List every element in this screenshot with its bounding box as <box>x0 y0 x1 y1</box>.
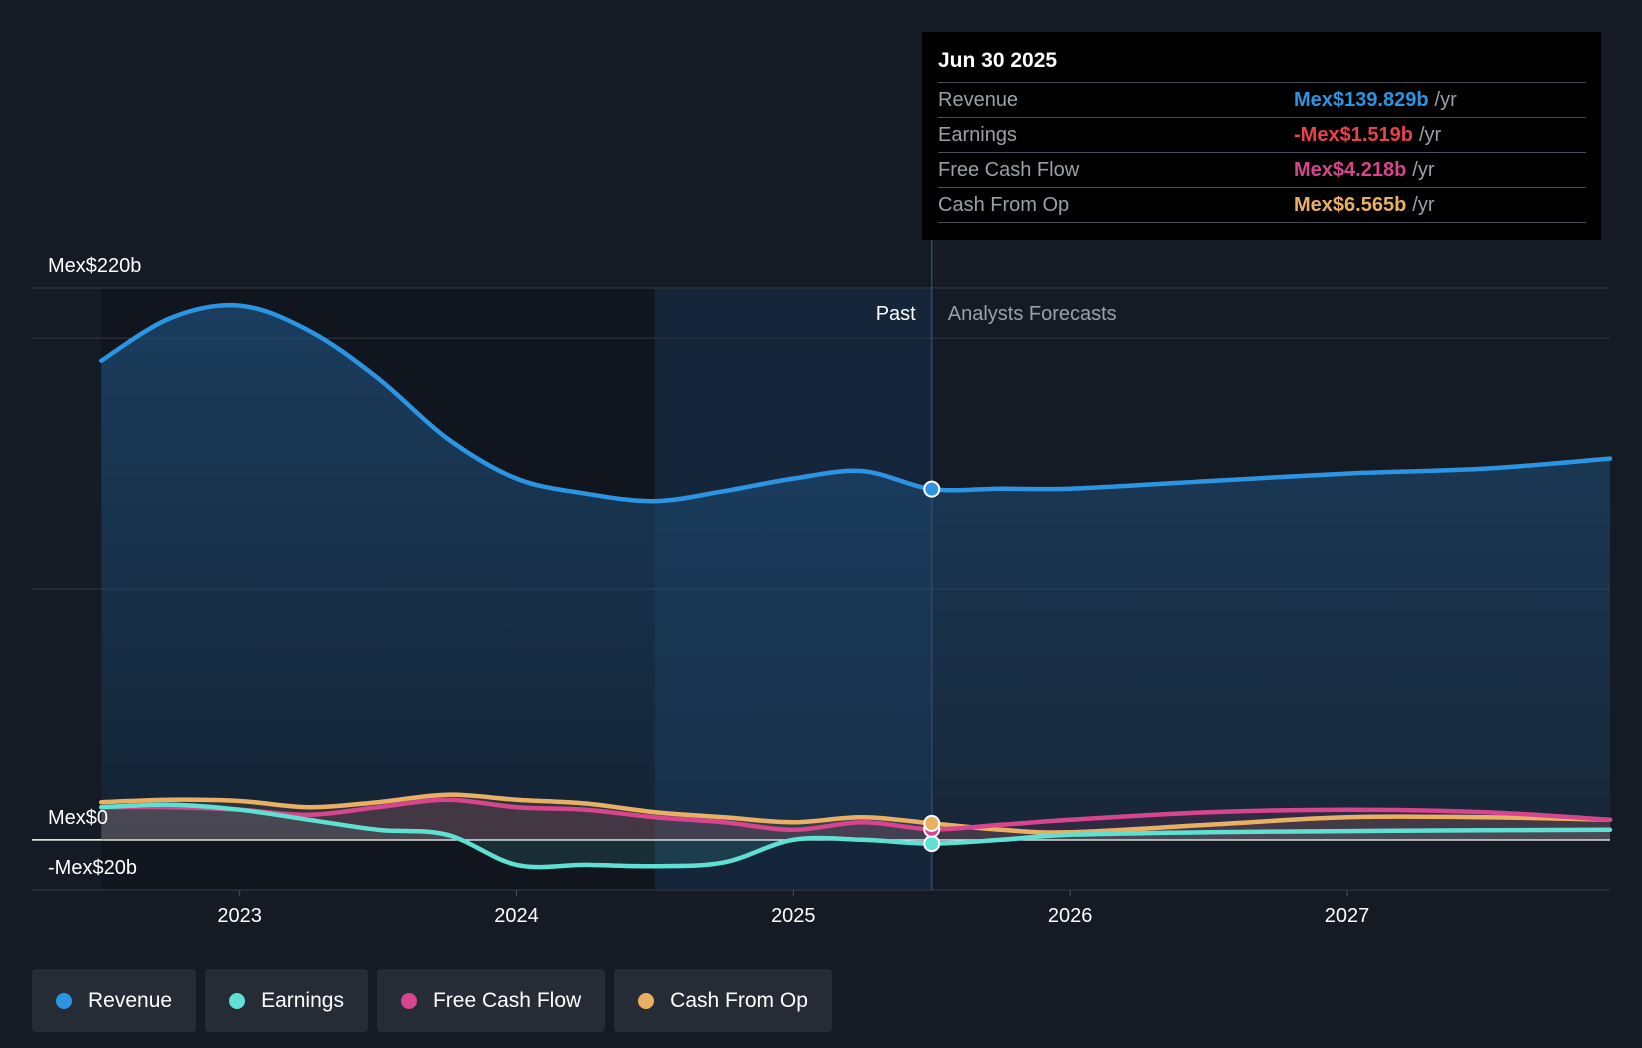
cash-from-op-marker <box>923 814 941 832</box>
x-tick-label: 2023 <box>217 905 262 927</box>
free-cash-flow-area <box>101 799 1610 840</box>
cash-from-op-dot-icon <box>638 992 655 1009</box>
tooltip-label: Revenue <box>938 88 1019 111</box>
tooltip-value: Mex$139.829b <box>1294 88 1429 111</box>
revenue-marker <box>923 480 941 498</box>
legend: Revenue Earnings Free Cash Flow Cash Fro… <box>32 969 832 1032</box>
tooltip-value: -Mex$1.519b <box>1294 123 1413 146</box>
series-lines <box>98 302 1613 870</box>
x-tick-label: 2026 <box>1048 905 1093 927</box>
tooltip-unit: /yr <box>1412 158 1435 181</box>
y-label-top: Mex$220b <box>48 255 141 277</box>
series-areas <box>101 305 1610 868</box>
y-label-bottom: -Mex$20b <box>48 857 137 879</box>
earnings-dot-icon <box>229 992 246 1009</box>
forecast-label: Analysts Forecasts <box>948 303 1117 325</box>
x-axis-ticks: 2023 2024 2025 2026 2027 <box>217 890 1369 927</box>
hover-markers <box>923 480 941 853</box>
legend-label: Revenue <box>88 988 173 1012</box>
revenue-dot-icon <box>56 992 72 1009</box>
legend-item-earnings[interactable]: Earnings <box>205 969 368 1032</box>
tooltip: Jun 30 2025 Revenue Mex$139.829b /yr Ear… <box>922 32 1601 240</box>
earnings-area <box>101 804 1610 868</box>
x-tick-label: 2024 <box>494 905 539 927</box>
x-tick-label: 2027 <box>1325 905 1370 927</box>
tooltip-value: Mex$6.565b <box>1294 193 1407 216</box>
tooltip-row-earnings: Earnings -Mex$1.519b /yr <box>938 117 1586 152</box>
revenue-area <box>101 305 1610 840</box>
tooltip-unit: /yr <box>1434 88 1457 111</box>
legend-item-cash-from-op[interactable]: Cash From Op <box>614 969 832 1032</box>
free-cash-flow-line <box>98 797 1613 833</box>
tooltip-label: Cash From Op <box>938 193 1070 216</box>
legend-item-revenue[interactable]: Revenue <box>32 969 197 1032</box>
revenue-line <box>98 302 1613 504</box>
legend-label: Cash From Op <box>670 988 808 1012</box>
legend-label: Free Cash Flow <box>432 988 582 1012</box>
tooltip-row-free-cash-flow: Free Cash Flow Mex$4.218b /yr <box>938 152 1586 187</box>
tooltip-date: Jun 30 2025 <box>938 49 1058 72</box>
tooltip-label: Free Cash Flow <box>938 158 1080 181</box>
tooltip-unit: /yr <box>1418 123 1442 146</box>
cash-from-op-area <box>101 794 1610 840</box>
past-label: Past <box>876 303 916 325</box>
tooltip-label: Earnings <box>938 123 1017 146</box>
y-label-zero: Mex$0 <box>48 807 108 829</box>
tooltip-row-cash-from-op: Cash From Op Mex$6.565b /yr <box>938 187 1586 223</box>
x-tick-label: 2025 <box>771 905 816 927</box>
free-cash-flow-dot-icon <box>400 992 417 1009</box>
cash-from-op-line <box>98 792 1613 835</box>
axis-labels: Mex$220b Mex$0 -Mex$20b <box>48 255 141 879</box>
legend-item-free-cash-flow[interactable]: Free Cash Flow <box>376 969 606 1032</box>
tooltip-unit: /yr <box>1412 193 1435 216</box>
tooltip-value: Mex$4.218b <box>1294 158 1407 181</box>
legend-label: Earnings <box>261 988 344 1012</box>
earnings-marker <box>923 835 941 853</box>
tooltip-row-revenue: Revenue Mex$139.829b /yr <box>938 82 1586 117</box>
earnings-line <box>98 802 1613 870</box>
